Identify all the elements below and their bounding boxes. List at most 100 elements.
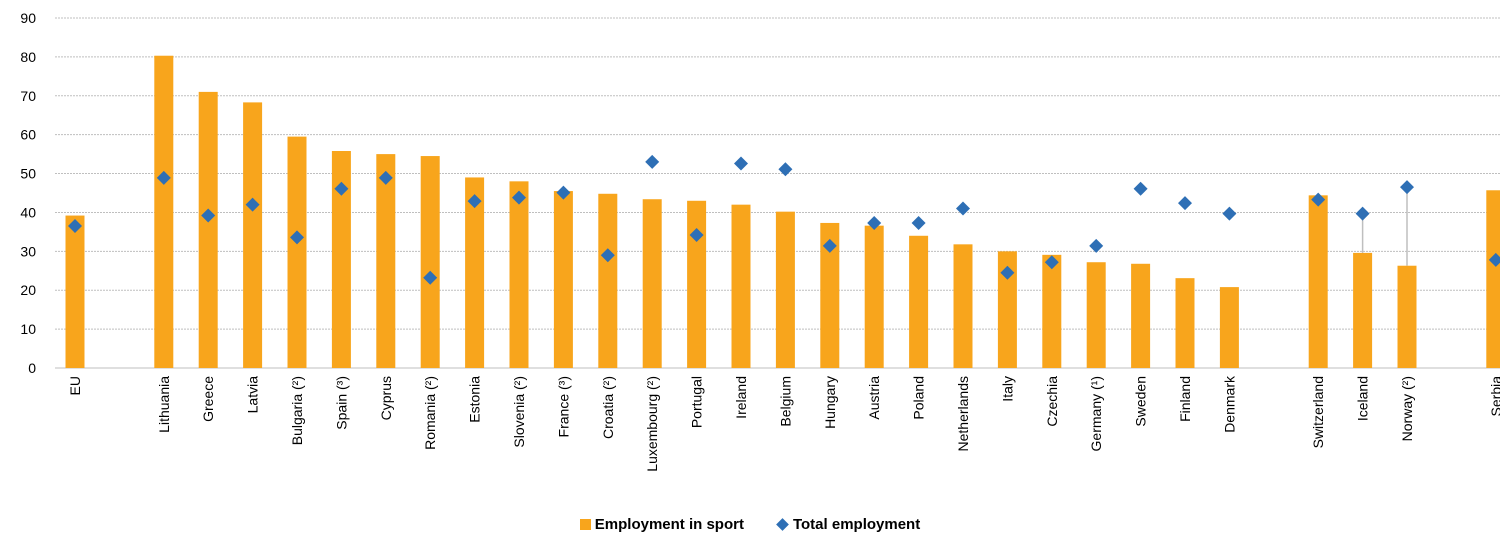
- x-tick-label: Netherlands: [955, 376, 971, 452]
- marker-eu: [68, 219, 82, 234]
- x-tick-label: Austria: [866, 376, 882, 420]
- diamond-swatch: [776, 517, 789, 531]
- y-tick-label: 60: [20, 127, 36, 143]
- x-tick-label: Iceland: [1355, 376, 1371, 421]
- x-tick-label: Norway (²): [1399, 376, 1415, 441]
- bar-slovenia: [509, 181, 529, 368]
- bar-portugal: [687, 200, 707, 368]
- marker-lithuania: [156, 170, 171, 185]
- bar-italy: [997, 251, 1017, 368]
- marker-spain: [334, 181, 349, 196]
- bar-switzerland: [1308, 195, 1328, 368]
- bar-czechia: [1042, 254, 1062, 368]
- x-tick-label: Luxembourg (²): [644, 376, 660, 472]
- x-tick-label: Switzerland: [1310, 376, 1326, 448]
- bar-latvia: [243, 102, 263, 368]
- marker-slovenia: [512, 190, 526, 205]
- x-tick-label: Finland: [1177, 376, 1193, 422]
- marker-serbia: [1488, 252, 1500, 267]
- marker-estonia: [467, 194, 482, 209]
- x-tick-label: Poland: [911, 376, 927, 420]
- y-tick-label: 50: [20, 166, 36, 182]
- marker-finland: [1178, 196, 1192, 211]
- marker-poland: [911, 215, 926, 230]
- x-tick-label: France (³): [555, 376, 571, 437]
- marker-ireland: [734, 156, 748, 171]
- x-tick-label: Latvia: [245, 376, 261, 414]
- marker-bulgaria: [290, 230, 304, 245]
- marker-sweden: [1133, 181, 1148, 196]
- x-tick-label: Serbia: [1488, 376, 1500, 417]
- bar-luxembourg: [642, 199, 662, 368]
- bars: [65, 55, 1500, 368]
- x-tick-label: Greece: [200, 376, 216, 422]
- bar-swatch: [579, 518, 591, 530]
- bar-serbia: [1486, 190, 1500, 368]
- marker-romania: [423, 270, 438, 285]
- bar-germany: [1086, 262, 1106, 368]
- x-tick-label: Lithuania: [156, 376, 172, 433]
- markers: [68, 154, 1500, 285]
- marker-croatia: [600, 248, 615, 263]
- bar-austria: [864, 225, 884, 368]
- marker-hungary: [822, 238, 837, 253]
- bar-romania: [420, 156, 440, 368]
- x-tick-label: Italy: [999, 376, 1015, 402]
- bar-france: [553, 191, 573, 368]
- bar-poland: [909, 235, 929, 368]
- x-tick-label: Bulgaria (²): [289, 376, 305, 445]
- marker-denmark: [1222, 206, 1237, 221]
- y-tick-label: 70: [20, 88, 36, 104]
- x-tick-label: Hungary: [822, 376, 838, 429]
- x-tick-label: Sweden: [1133, 376, 1149, 427]
- marker-luxembourg: [645, 154, 660, 169]
- marker-switzerland: [1311, 192, 1326, 207]
- bar-croatia: [598, 193, 618, 368]
- marker-belgium: [778, 162, 793, 177]
- bar-cyprus: [376, 154, 396, 368]
- marker-latvia: [245, 197, 260, 212]
- x-tick-label: Czechia: [1044, 376, 1060, 427]
- x-tick-label: Germany (¹): [1088, 376, 1104, 451]
- bar-spain: [331, 151, 351, 368]
- legend-item-employment-in-sport: Employment in sport: [579, 515, 744, 533]
- marker-germany: [1089, 238, 1104, 253]
- bar-bulgaria: [287, 136, 307, 368]
- bar-hungary: [820, 222, 840, 368]
- bar-ireland: [731, 204, 751, 368]
- x-tick-label: Belgium: [777, 376, 793, 427]
- bar-sweden: [1131, 263, 1151, 368]
- marker-iceland: [1355, 206, 1370, 221]
- bar-eu: [65, 215, 85, 368]
- marker-netherlands: [956, 201, 970, 216]
- bar-greece: [198, 91, 218, 368]
- marker-greece: [201, 208, 216, 223]
- legend-label-employment-in-sport: Employment in sport: [594, 515, 744, 533]
- x-tick-label: Spain (³): [333, 376, 349, 430]
- y-tick-label: 0: [28, 360, 36, 376]
- x-tick-label: Estonia: [467, 376, 483, 423]
- marker-france: [556, 185, 571, 200]
- bar-belgium: [775, 211, 795, 368]
- chart: 0 10 20 30 40 50 60 70 80 90 EU Lithuania Greece Lat…: [20, 10, 1500, 472]
- bar-netherlands: [953, 244, 973, 368]
- x-tick-label: Romania (²): [422, 376, 438, 450]
- y-tick-label: 30: [20, 243, 36, 259]
- x-tick-label: Croatia (²): [600, 376, 616, 439]
- x-axis-ticks: EU Lithuania Greece Latvia Bulgaria (²) Spain…: [67, 375, 1500, 472]
- bar-iceland: [1353, 252, 1373, 368]
- legend: Employment in sport Total employment: [0, 514, 1500, 534]
- bar-norway: [1397, 265, 1417, 368]
- marker-norway: [1400, 180, 1414, 195]
- x-tick-label: Slovenia (²): [511, 376, 527, 448]
- marker-portugal: [689, 228, 704, 242]
- legend-label-total-employment: Total employment: [792, 515, 921, 533]
- y-axis-ticks: 0 10 20 30 40 50 60 70 80 90: [20, 10, 36, 376]
- marker-italy: [1000, 265, 1015, 280]
- x-tick-label: Cyprus: [378, 376, 394, 420]
- y-tick-label: 10: [20, 321, 36, 337]
- marker-cyprus: [378, 170, 393, 185]
- marker-austria: [867, 215, 882, 230]
- bar-finland: [1175, 278, 1195, 368]
- bar-denmark: [1219, 287, 1239, 368]
